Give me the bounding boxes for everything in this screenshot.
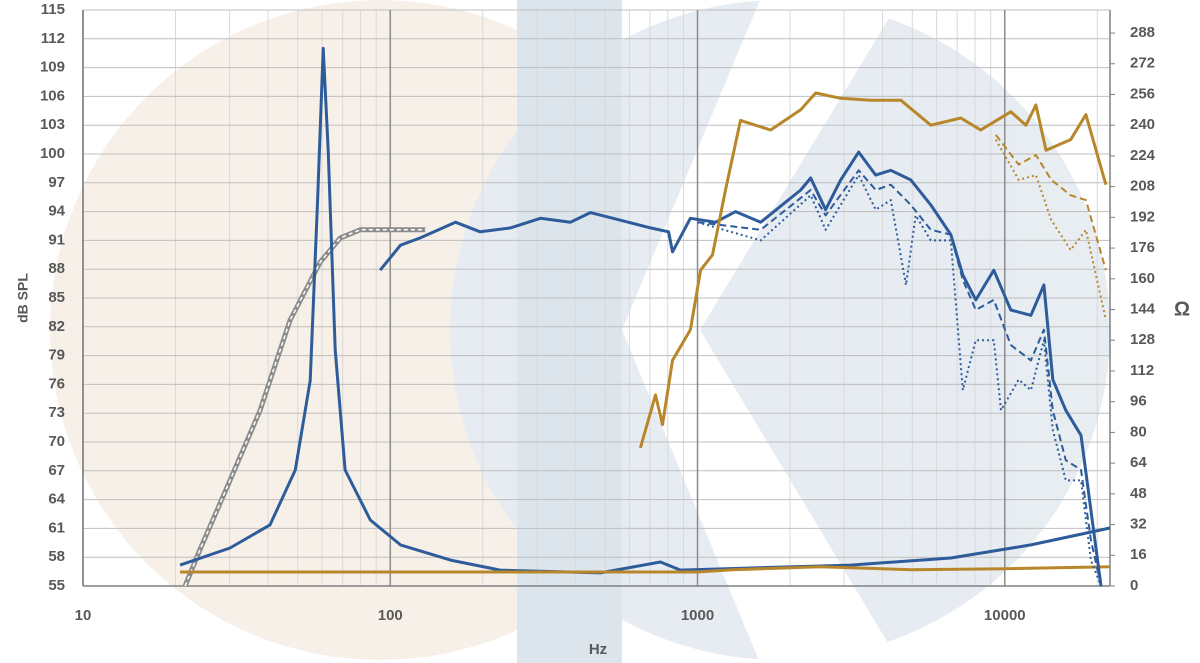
y-tick-label: 79: [48, 347, 65, 364]
y2-tick-label: 224: [1130, 147, 1156, 164]
y2-tick-label: 160: [1130, 270, 1155, 287]
y-tick-label: 85: [48, 289, 65, 306]
y2-tick-label: 64: [1130, 454, 1147, 471]
y-tick-label: 55: [48, 577, 65, 594]
y2-tick-label: 128: [1130, 331, 1155, 348]
y-tick-label: 61: [48, 519, 65, 536]
x-axis-title: Hz: [589, 641, 607, 658]
y-tick-label: 106: [40, 87, 65, 104]
y2-tick-label: 256: [1130, 85, 1155, 102]
x-tick-label: 10: [75, 607, 92, 624]
y-tick-label: 100: [40, 145, 65, 162]
series-line: [995, 134, 1107, 271]
y2-tick-label: 240: [1130, 116, 1155, 133]
watermark: [50, 0, 1110, 663]
y2-tick-label: 32: [1130, 516, 1147, 533]
y-tick-label: 97: [48, 174, 65, 191]
y2-tick-label: 48: [1130, 485, 1147, 502]
y-tick-label: 91: [48, 231, 65, 248]
y2-tick-label: 176: [1130, 239, 1155, 256]
y2-tick-label: 112: [1130, 362, 1154, 379]
y-tick-label: 73: [48, 404, 65, 421]
y-tick-label: 112: [41, 30, 65, 47]
y2-tick-label: 16: [1130, 546, 1147, 563]
series-line-inner: [184, 229, 426, 587]
y-tick-label: 70: [48, 433, 65, 450]
y-tick-label: 64: [48, 491, 65, 508]
x-tick-label: 10000: [984, 607, 1026, 624]
x-tick-label: 1000: [681, 607, 714, 624]
y2-tick-label: 288: [1130, 24, 1155, 41]
series-line: [378, 150, 1103, 587]
series-line: [994, 139, 1107, 321]
y2-tick-label: 144: [1130, 300, 1156, 317]
y2-axis-title: Ω: [1174, 298, 1190, 320]
y-tick-label: 67: [48, 462, 65, 479]
y-tick-label: 115: [41, 1, 65, 18]
x-tick-label: 100: [378, 607, 403, 624]
y2-tick-label: 80: [1130, 423, 1147, 440]
y-tick-label: 82: [48, 318, 65, 335]
y-tick-label: 103: [40, 116, 65, 133]
y2-tick-label: 192: [1130, 208, 1155, 225]
y2-tick-label: 0: [1130, 577, 1138, 594]
y-tick-label: 76: [48, 375, 65, 392]
series-line: [638, 91, 1108, 449]
y2-tick-label: 96: [1130, 393, 1147, 410]
y-tick-label: 94: [48, 203, 65, 220]
y-tick-label: 88: [48, 260, 65, 277]
y2-tick-label: 272: [1130, 55, 1155, 72]
y-tick-label: 58: [48, 548, 65, 565]
y-tick-label: 109: [40, 59, 65, 76]
series-line: [180, 565, 1111, 574]
y-axis-title: dB SPL: [15, 273, 31, 323]
y2-tick-label: 208: [1130, 178, 1155, 195]
